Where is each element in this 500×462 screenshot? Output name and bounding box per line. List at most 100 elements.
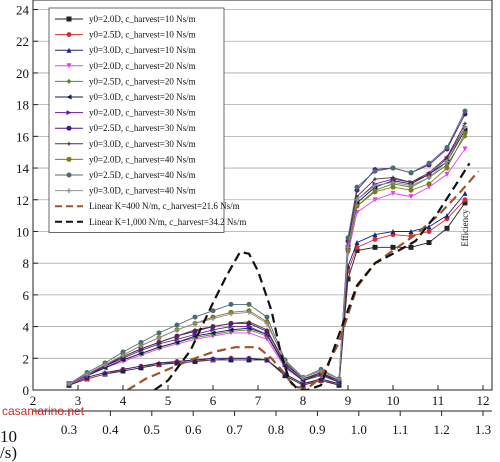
legend-label: y0=2.0D, c_harvest=40 Ns/m (89, 154, 196, 164)
data-point (390, 244, 396, 250)
series-line (68, 110, 466, 385)
data-point (246, 309, 252, 315)
data-point (156, 335, 162, 341)
data-point (372, 232, 378, 238)
data-point (390, 228, 396, 234)
legend-label: y0=3.0D, c_harvest=40 Ns/m (89, 186, 196, 196)
data-point (210, 330, 216, 336)
series-line (126, 170, 480, 390)
y-axis-label-fragment: Efficiency (460, 209, 470, 247)
data-point (120, 366, 126, 372)
data-point (66, 125, 72, 131)
data-point (345, 276, 351, 282)
data-point (372, 168, 378, 174)
x-top-tick-label: 10 (387, 393, 400, 408)
data-point (426, 160, 432, 166)
data-point (462, 190, 468, 196)
series-line (68, 148, 466, 385)
data-point (408, 170, 414, 176)
data-point (66, 78, 72, 84)
data-point (66, 156, 72, 162)
data-point (408, 194, 414, 200)
data-point (408, 187, 414, 193)
data-point (426, 228, 432, 234)
data-point (102, 370, 108, 376)
data-point (192, 314, 198, 320)
legend: y0=2.0D, c_harvest=10 Ns/m y0=2.5D, c_har… (48, 7, 246, 233)
data-point (102, 362, 108, 368)
data-point (462, 197, 468, 203)
x-bottom-tick-label: 0.7 (226, 422, 243, 437)
series-line (68, 123, 466, 385)
data-point (66, 94, 72, 100)
data-point (138, 363, 144, 369)
data-point (228, 320, 234, 326)
legend-label: y0=2.5D, c_harvest=10 Ns/m (89, 30, 196, 40)
data-point (210, 308, 216, 314)
y-tick-label: 16 (16, 129, 30, 144)
legend-label: y0=2.0D, c_harvest=30 Ns/m (89, 108, 196, 118)
data-point (390, 190, 396, 196)
data-point (66, 32, 72, 38)
data-point (444, 225, 450, 231)
data-point (372, 236, 378, 242)
data-point (390, 165, 396, 171)
data-point (174, 322, 180, 328)
legend-label: y0=2.0D, c_harvest=20 Ns/m (89, 61, 196, 71)
data-point (372, 182, 378, 188)
data-point (192, 327, 198, 333)
data-point (264, 357, 270, 363)
data-point (66, 381, 72, 387)
data-point (426, 175, 432, 181)
data-point (66, 188, 72, 194)
data-point (66, 172, 72, 178)
data-point (264, 314, 270, 320)
data-point (66, 110, 72, 116)
data-point (138, 346, 144, 352)
data-point (318, 376, 324, 382)
data-point (66, 47, 72, 53)
x-top-tick-label: 9 (345, 393, 352, 408)
data-point (264, 320, 270, 326)
data-point (444, 159, 450, 165)
x-top-tick-label: 3 (75, 393, 82, 408)
legend-label: y0=2.5D, c_harvest=40 Ns/m (89, 170, 196, 180)
legend-label: Linear K=1,000 N/m, c_harvest=34.2 Ns/m (89, 217, 246, 227)
y-tick-label: 12 (16, 193, 29, 208)
data-point (300, 374, 306, 380)
x-axis-label-unit: /s) (0, 443, 17, 462)
legend-box (48, 7, 225, 233)
data-point (354, 184, 360, 190)
y-tick-label: 24 (16, 3, 30, 18)
legend-label: Linear K=400 N/m, c_harvest=21.6 Ns/m (89, 201, 240, 211)
y-tick-label: 4 (23, 320, 30, 335)
y-tick-label: 20 (16, 66, 29, 81)
series (66, 108, 468, 387)
x-bottom-tick-label: 0.4 (102, 422, 119, 437)
data-point (462, 146, 468, 152)
data-point (156, 360, 162, 366)
data-point (228, 311, 234, 317)
data-point (228, 327, 234, 333)
legend-label: y0=2.5D, c_harvest=30 Ns/m (89, 123, 196, 133)
x-bottom-tick-label: 0.9 (309, 422, 325, 437)
data-point (444, 154, 450, 160)
data-point (444, 213, 450, 219)
data-point (390, 175, 396, 181)
x-top-tick-label: 4 (120, 393, 127, 408)
y-tick-label: 10 (16, 224, 29, 239)
data-point (462, 108, 468, 114)
data-point (138, 339, 144, 345)
data-point (372, 189, 378, 195)
data-point (354, 247, 360, 253)
y-tick-label: 8 (23, 256, 30, 271)
data-point (462, 130, 468, 136)
data-point (408, 182, 414, 188)
data-point (444, 165, 450, 171)
data-point (192, 357, 198, 363)
data-point (246, 355, 252, 361)
x-top-tick-label: 6 (210, 393, 217, 408)
data-point (426, 240, 432, 246)
